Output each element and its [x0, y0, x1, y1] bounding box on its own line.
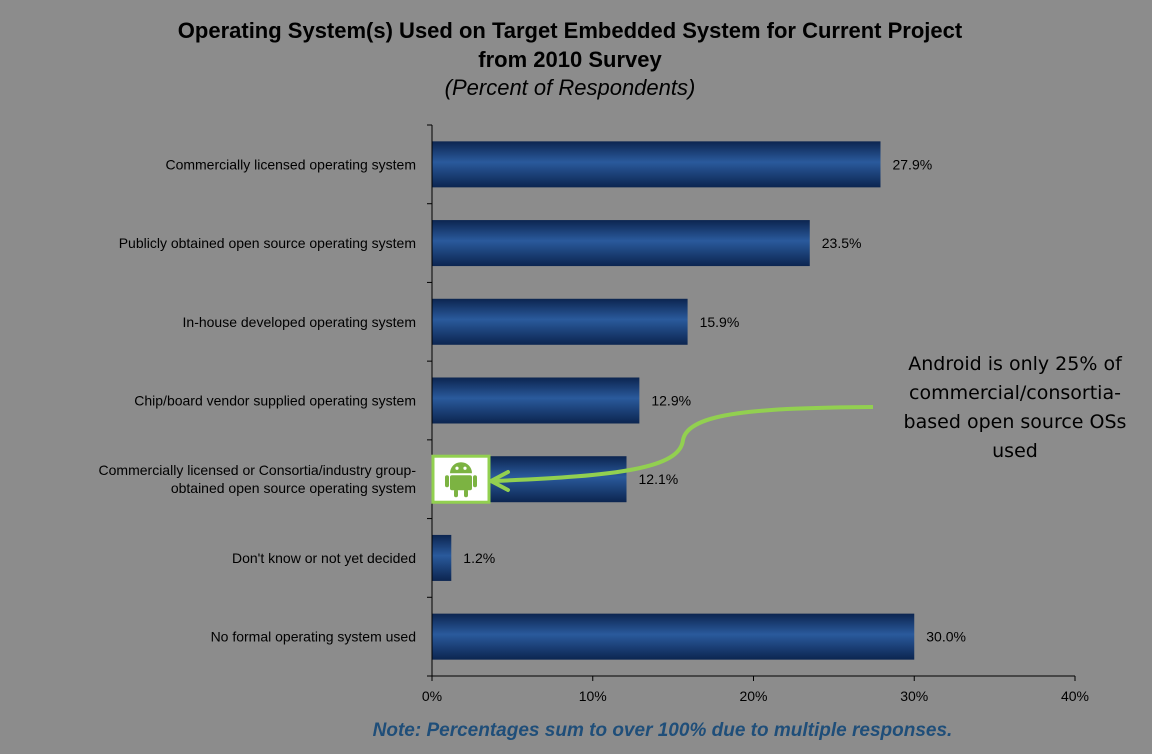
data-label: 15.9% [700, 314, 740, 330]
android-leg-right [464, 489, 468, 498]
bar [432, 220, 810, 267]
callout-line-3: based open source OSs [903, 411, 1127, 433]
bar [432, 534, 452, 581]
chart-title-line2: from 2010 Survey [478, 47, 662, 72]
android-arm-left [445, 475, 449, 488]
category-label: In-house developed operating system [183, 314, 416, 330]
category-label: Don't know or not yet decided [232, 550, 416, 566]
bar [432, 613, 915, 660]
bar [432, 377, 640, 424]
bar [432, 298, 688, 345]
android-head [450, 462, 472, 474]
android-leg-left [454, 489, 458, 498]
android-body [450, 475, 472, 491]
chart-title-block: Operating System(s) Used on Target Embed… [0, 16, 1140, 101]
callout-line-4: used [992, 440, 1038, 462]
data-label: 30.0% [926, 629, 966, 645]
category-label: obtained open source operating system [171, 480, 416, 496]
android-icon [431, 454, 491, 504]
callout-line-2: commercial/consortia- [909, 382, 1121, 404]
callout-line-1: Android is only 25% of [908, 353, 1122, 375]
data-label: 23.5% [822, 235, 862, 251]
bar [432, 141, 881, 188]
android-arm-right [473, 475, 477, 488]
footnote: Note: Percentages sum to over 100% due t… [372, 720, 953, 741]
category-label: Chip/board vendor supplied operating sys… [134, 393, 416, 409]
category-label: Commercially licensed operating system [165, 156, 416, 172]
chart-subtitle: (Percent of Respondents) [444, 75, 696, 100]
x-tick-label: 0% [422, 688, 442, 704]
category-label: Commercially licensed or Consortia/indus… [99, 462, 417, 478]
data-label: 12.1% [639, 471, 679, 487]
data-label: 12.9% [651, 393, 691, 409]
android-eye-right [463, 466, 467, 470]
category-label: Publicly obtained open source operating … [119, 235, 416, 251]
android-eye-left [455, 466, 459, 470]
data-label: 27.9% [892, 156, 932, 172]
callout-arrowhead [489, 470, 510, 492]
callout-arrow [493, 405, 874, 483]
x-tick-label: 10% [579, 688, 607, 704]
x-tick-label: 20% [739, 688, 767, 704]
category-label: No formal operating system used [211, 629, 416, 645]
x-tick-label: 40% [1061, 688, 1089, 704]
chart-title: Operating System(s) Used on Target Embed… [177, 18, 963, 43]
android-callout: Android is only 25% of commercial/consor… [878, 350, 1152, 466]
x-tick-label: 30% [900, 688, 928, 704]
data-label: 1.2% [463, 550, 495, 566]
